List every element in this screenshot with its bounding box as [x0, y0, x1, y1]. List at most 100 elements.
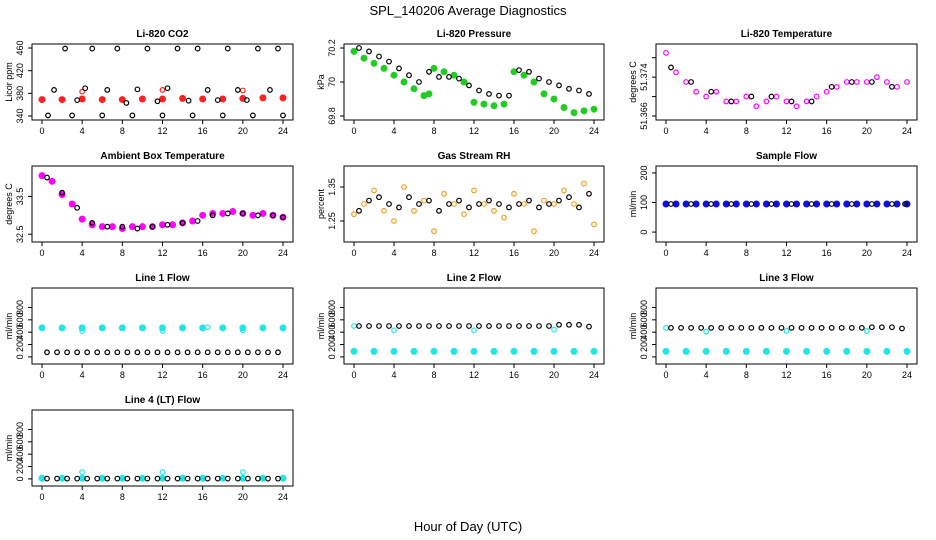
x-tick-label: 12: [781, 370, 791, 380]
y-tick-label: 0: [15, 354, 25, 359]
data-point: [481, 201, 487, 207]
data-point: [396, 65, 402, 72]
data-point: [79, 469, 86, 476]
y-axis-label: ml/min: [628, 313, 638, 340]
y-axis-label: ml/min: [4, 435, 14, 462]
data-point: [702, 347, 710, 355]
data-point: [702, 200, 710, 208]
figure-title: SPL_140206 Average Diagnostics: [369, 3, 567, 18]
data-point: [426, 197, 432, 204]
data-point: [738, 324, 745, 331]
data-point: [853, 79, 860, 85]
x-tick-label: 24: [278, 370, 288, 380]
x-tick-label: 16: [822, 370, 832, 380]
x-tick-label: 24: [589, 370, 599, 380]
data-point: [526, 197, 532, 204]
data-point: [194, 45, 201, 52]
data-point: [179, 324, 187, 332]
data-point: [500, 100, 508, 108]
data-point: [134, 225, 141, 232]
data-point: [526, 68, 532, 75]
panel-title: Li-820 Pressure: [437, 29, 512, 40]
data-point: [576, 321, 582, 328]
data-point: [406, 72, 412, 79]
data-point: [698, 324, 705, 331]
panel-title: Sample Flow: [756, 151, 817, 162]
data-point: [848, 324, 855, 331]
data-point: [833, 200, 841, 208]
data-point: [556, 197, 562, 204]
x-tick-label: 4: [80, 492, 85, 502]
data-point: [98, 96, 106, 104]
data-point: [561, 187, 567, 194]
data-point: [868, 324, 875, 331]
data-point: [249, 211, 257, 219]
data-point: [466, 323, 472, 329]
y-tick-label: 51.366: [639, 102, 649, 130]
y-tick-label: 800: [15, 300, 25, 315]
data-point: [416, 323, 422, 329]
data-point: [254, 475, 261, 482]
x-tick-label: 8: [120, 492, 125, 502]
panel-6: Sample Flow 0 4 8 12 16 20 24 0 100 200 ml/min: [628, 151, 918, 258]
data-point: [431, 228, 437, 235]
y-tick-label: 51.374: [639, 63, 649, 91]
data-point: [426, 323, 432, 329]
data-point: [436, 207, 442, 214]
data-point: [873, 74, 880, 81]
data-point: [249, 112, 256, 119]
data-point: [863, 328, 870, 334]
data-point: [668, 324, 674, 331]
panel-title: Gas Stream RH: [438, 151, 511, 162]
data-point: [275, 349, 281, 356]
data-point: [496, 323, 502, 329]
data-point: [808, 98, 815, 105]
data-point: [889, 324, 895, 331]
data-point: [682, 200, 690, 208]
y-tick-label: 32.5: [15, 225, 25, 243]
data-point: [400, 78, 408, 86]
data-point: [244, 475, 251, 482]
data-point: [546, 323, 552, 329]
data-point: [123, 100, 130, 106]
series-1: [38, 474, 287, 482]
data-point: [134, 349, 141, 356]
data-point: [491, 207, 497, 214]
data-point: [204, 475, 211, 482]
data-point: [570, 347, 578, 355]
data-point: [823, 200, 831, 208]
data-point: [370, 59, 378, 67]
x-tick-label: 24: [278, 126, 288, 136]
data-point: [540, 90, 548, 98]
data-point: [703, 93, 710, 100]
data-point: [461, 211, 467, 218]
series-2: [668, 201, 908, 207]
data-point: [104, 349, 111, 356]
data-point: [219, 324, 227, 332]
data-point: [883, 200, 891, 208]
x-tick-label: 4: [80, 370, 85, 380]
x-tick-label: 8: [120, 248, 125, 258]
data-point: [688, 79, 695, 85]
series-2: [79, 324, 246, 334]
y-tick-label: 0: [15, 476, 25, 481]
data-point: [138, 95, 146, 103]
data-point: [185, 97, 192, 104]
panel-title: Line 2 Flow: [447, 273, 502, 284]
series-1: [350, 347, 598, 355]
data-point: [446, 73, 452, 80]
data-point: [466, 204, 472, 211]
data-point: [460, 78, 468, 86]
y-tick-label: 600: [639, 312, 649, 327]
data-point: [703, 328, 710, 335]
data-point: [718, 324, 725, 331]
data-point: [903, 347, 911, 355]
data-point: [783, 328, 790, 334]
data-point: [38, 172, 46, 180]
x-tick-label: 16: [509, 126, 519, 136]
data-point: [386, 58, 392, 65]
x-tick-label: 12: [781, 248, 791, 258]
data-point: [99, 112, 106, 119]
data-point: [78, 474, 86, 482]
data-point: [858, 324, 865, 331]
